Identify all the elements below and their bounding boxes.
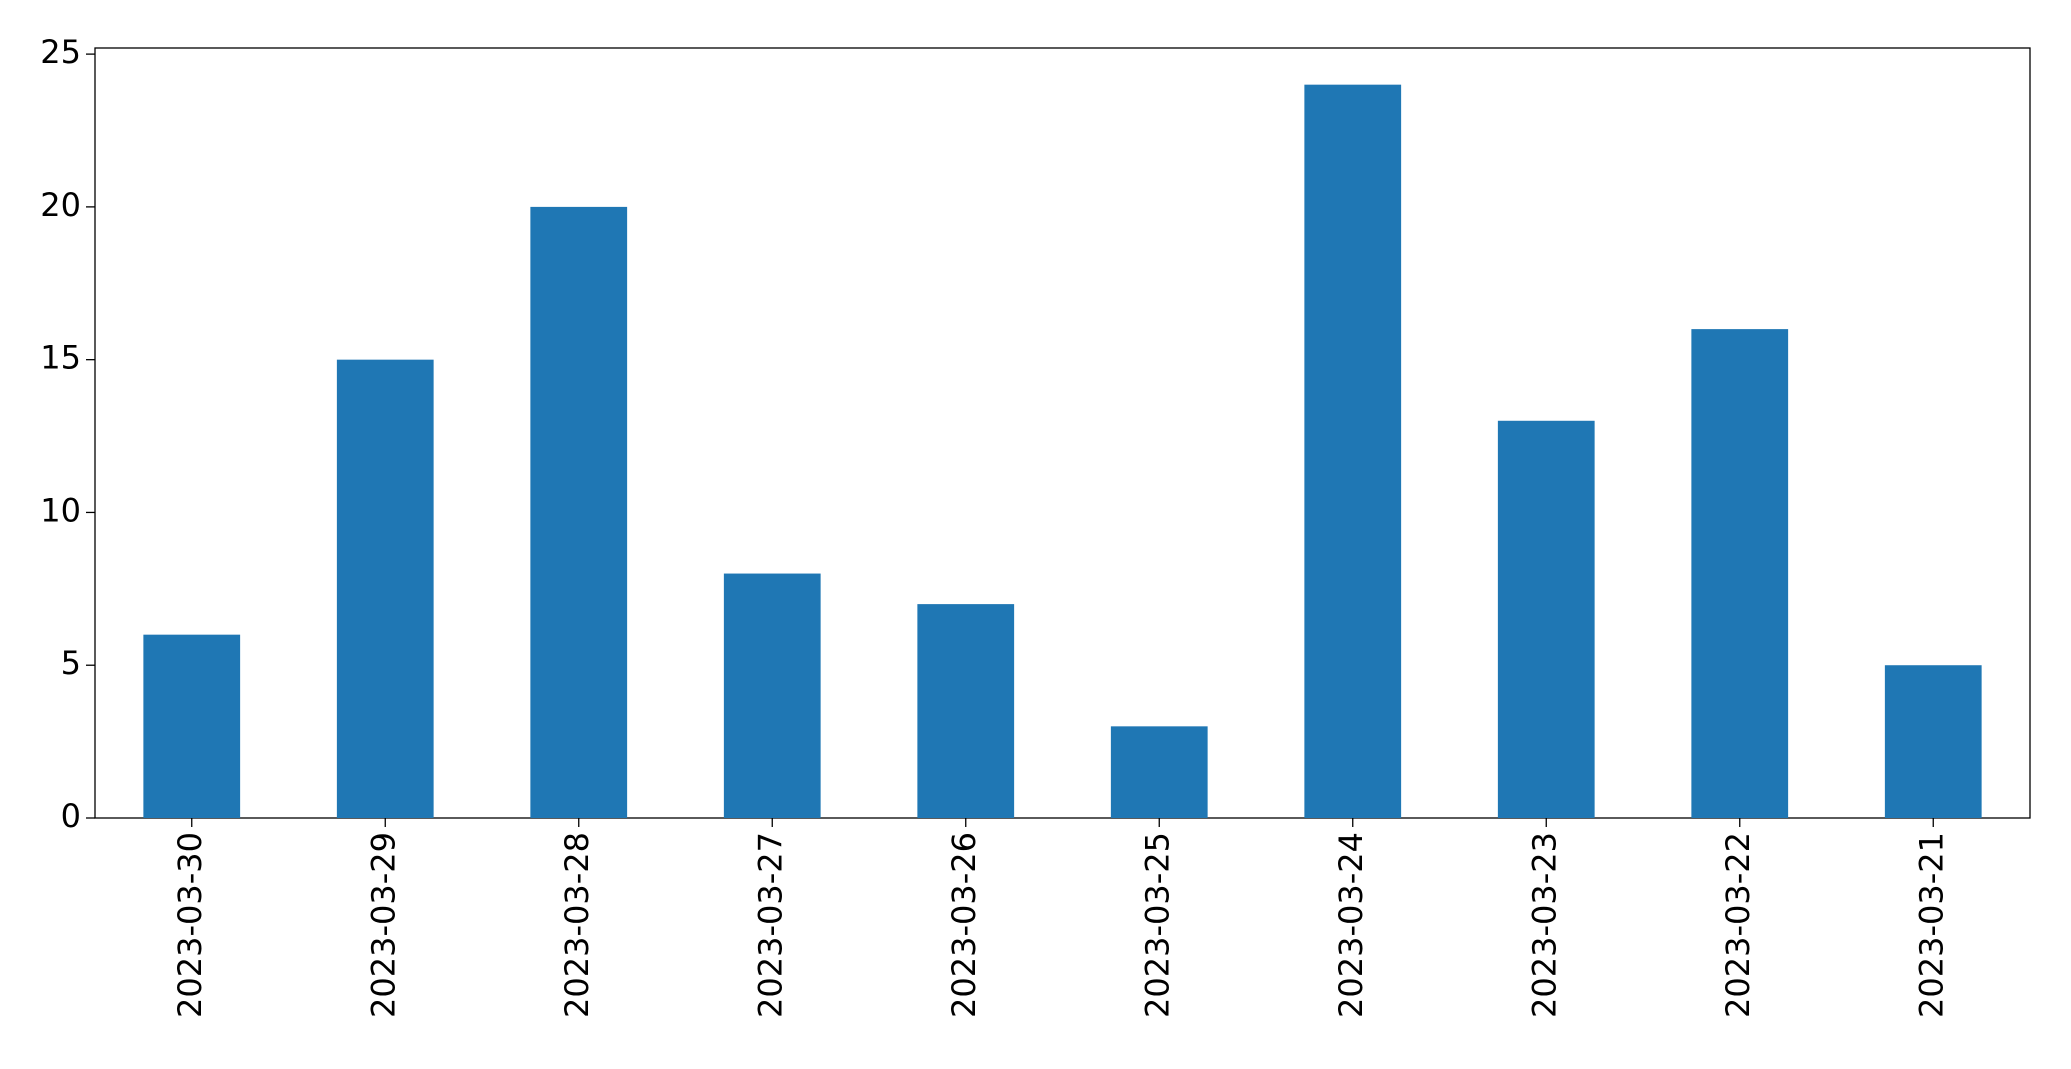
bar [1110, 726, 1208, 818]
y-tick-label: 5 [61, 644, 81, 682]
bar [723, 573, 821, 818]
x-tick-label: 2023-03-22 [1719, 832, 1757, 1018]
bar [1691, 329, 1789, 818]
bar [143, 634, 241, 818]
x-tick-label: 2023-03-23 [1525, 832, 1563, 1018]
bar [1497, 420, 1595, 818]
bar [1884, 665, 1982, 818]
bar [917, 604, 1015, 818]
y-tick-label: 10 [40, 491, 81, 529]
x-tick-label: 2023-03-30 [171, 832, 209, 1018]
x-tick-label: 2023-03-27 [751, 832, 789, 1018]
x-tick-label: 2023-03-25 [1138, 832, 1176, 1018]
x-tick-label: 2023-03-26 [945, 832, 983, 1018]
x-tick-label: 2023-03-24 [1332, 832, 1370, 1018]
y-tick-label: 25 [40, 33, 81, 71]
bar [1304, 84, 1402, 818]
bar [336, 359, 434, 818]
y-tick-label: 0 [61, 797, 81, 835]
y-tick-label: 15 [40, 339, 81, 377]
x-tick-label: 2023-03-29 [364, 832, 402, 1018]
x-tick-label: 2023-03-28 [558, 832, 596, 1018]
y-tick-label: 20 [40, 186, 81, 224]
plot-frame [94, 47, 2031, 819]
x-tick-label: 2023-03-21 [1912, 832, 1950, 1018]
bar [530, 206, 628, 818]
